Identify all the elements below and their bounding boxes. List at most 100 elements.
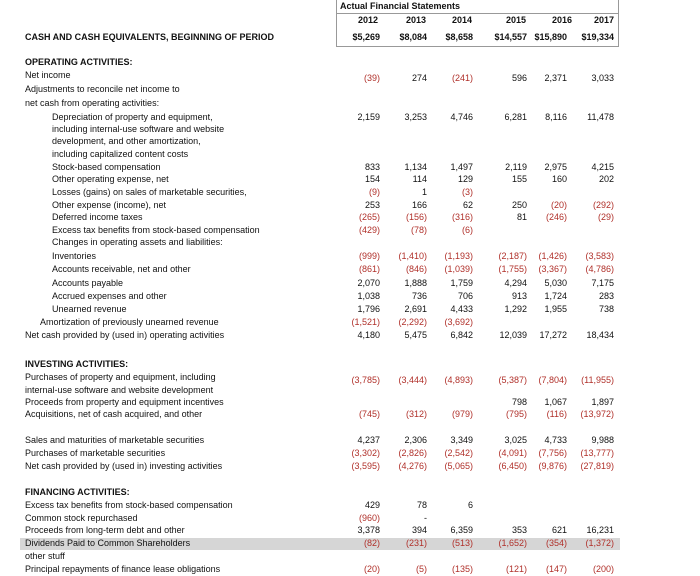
cell-value: (5,387) (498, 375, 527, 385)
row-label: Amortization of previously unearned reve… (40, 317, 219, 327)
cell-value: (1,410) (398, 251, 427, 261)
cell-value: 621 (551, 525, 567, 535)
cell-value: (2,187) (498, 251, 527, 261)
year-header: 2014 (451, 15, 473, 25)
cell-value: (20) (550, 200, 567, 210)
cell-value: (29) (597, 212, 614, 222)
cell-value: (200) (592, 564, 614, 574)
row-label: Accounts payable (52, 278, 124, 288)
cell-value: 798 (511, 397, 527, 407)
cell-value: 1,897 (591, 397, 614, 407)
cell-value: (241) (451, 73, 473, 83)
cell-value: 18,434 (586, 330, 614, 340)
row-label: Inventories (52, 251, 97, 261)
row-label: other stuff (25, 551, 65, 561)
row-label: net cash from operating activities: (25, 98, 160, 108)
cell-value: (2,542) (444, 448, 473, 458)
cell-value: 11,478 (587, 112, 614, 122)
cell-value: (3,367) (538, 264, 567, 274)
cell-value: (745) (358, 409, 380, 419)
cell-value: (3,692) (444, 317, 473, 327)
cell-value: $8,658 (445, 32, 473, 42)
cell-value: 114 (412, 174, 427, 184)
cell-value: 3,025 (504, 435, 527, 445)
row-label: Proceeds from long-term debt and other (25, 525, 185, 535)
cell-value: (5,065) (444, 461, 473, 471)
cell-value: (861) (358, 264, 380, 274)
cell-value: 736 (411, 291, 427, 301)
cell-value: 1,888 (404, 278, 427, 288)
cell-value: 913 (511, 291, 527, 301)
row-label: Sales and maturities of marketable secur… (25, 435, 205, 445)
cell-value: (7,804) (538, 375, 567, 385)
row-label: Purchases of property and equipment, inc… (25, 372, 216, 382)
row-label: development, and other amortization, (52, 136, 201, 146)
cell-value: 1,067 (544, 397, 567, 407)
cell-value: (1,652) (498, 538, 527, 548)
cell-value: 166 (411, 200, 427, 210)
cell-value: (1,521) (351, 317, 380, 327)
cell-value: (960) (358, 513, 380, 523)
cell-value: $14,557 (494, 32, 527, 42)
row-label: Net cash provided by (used in) investing… (25, 461, 223, 471)
header-border (336, 0, 337, 46)
row-label: Deferred income taxes (52, 212, 143, 222)
row-label: Proceeds from property and equipment inc… (25, 397, 224, 407)
row-label: Unearned revenue (52, 304, 127, 314)
year-header: 2013 (405, 15, 427, 25)
cell-value: 394 (411, 525, 427, 535)
cell-value: (156) (405, 212, 427, 222)
cell-value: 1,038 (357, 291, 380, 301)
cell-value: (13,777) (580, 448, 614, 458)
cell-value: (121) (505, 564, 527, 574)
row-label: Other operating expense, net (52, 174, 169, 184)
cell-value: 2,371 (544, 73, 567, 83)
cell-value: 4,746 (450, 112, 473, 122)
cell-value: 78 (416, 500, 427, 510)
row-label: Dividends Paid to Common Shareholders (25, 538, 191, 548)
row-label: Excess tax benefits from stock-based com… (25, 500, 233, 510)
cell-value: (39) (363, 73, 380, 83)
cell-value: (3,583) (585, 251, 614, 261)
cell-value: (82) (363, 538, 380, 548)
row-label: Excess tax benefits from stock-based com… (52, 225, 260, 235)
cell-value: 2,306 (404, 435, 427, 445)
cell-value: (6) (462, 225, 473, 235)
cell-value: (13,972) (580, 409, 614, 419)
row-label: Principal repayments of finance lease ob… (25, 564, 221, 574)
cell-value: (429) (358, 225, 380, 235)
cell-value: (11,955) (581, 375, 614, 385)
cell-value: $5,269 (352, 32, 380, 42)
cell-value: (231) (405, 538, 427, 548)
cell-value: 4,180 (357, 330, 380, 340)
cell-value: 155 (511, 174, 527, 184)
cell-value: (1,426) (538, 251, 567, 261)
cell-value: 4,433 (450, 304, 473, 314)
cell-value: 3,349 (450, 435, 473, 445)
cell-value: (292) (592, 200, 614, 210)
cell-value: (135) (451, 564, 473, 574)
cell-value: 274 (411, 73, 427, 83)
cell-value: 2,070 (357, 278, 380, 288)
cell-value: (27,819) (580, 461, 614, 471)
cell-value: 8,116 (545, 112, 567, 122)
cell-value: (265) (358, 212, 380, 222)
cell-value: (4,276) (398, 461, 427, 471)
highlight-row (20, 538, 620, 550)
cell-value: 4,215 (591, 162, 614, 172)
cell-value: 429 (364, 500, 380, 510)
cell-value: 1,759 (450, 278, 473, 288)
cell-value: (5) (416, 564, 427, 574)
row-label: Other expense (income), net (52, 200, 167, 210)
cell-value: (147) (545, 564, 567, 574)
cell-value: 833 (364, 162, 380, 172)
cell-value: (3) (462, 187, 473, 197)
cell-value: (354) (545, 538, 567, 548)
cell-value: 9,988 (591, 435, 614, 445)
cell-value: 6 (467, 500, 473, 510)
section-header: FINANCING ACTIVITIES: (25, 487, 130, 497)
cell-value: (1,372) (585, 538, 614, 548)
cell-value: 3,253 (404, 112, 427, 122)
row-label: internal-use software and website develo… (25, 385, 214, 395)
cell-value: $15,890 (534, 32, 567, 42)
